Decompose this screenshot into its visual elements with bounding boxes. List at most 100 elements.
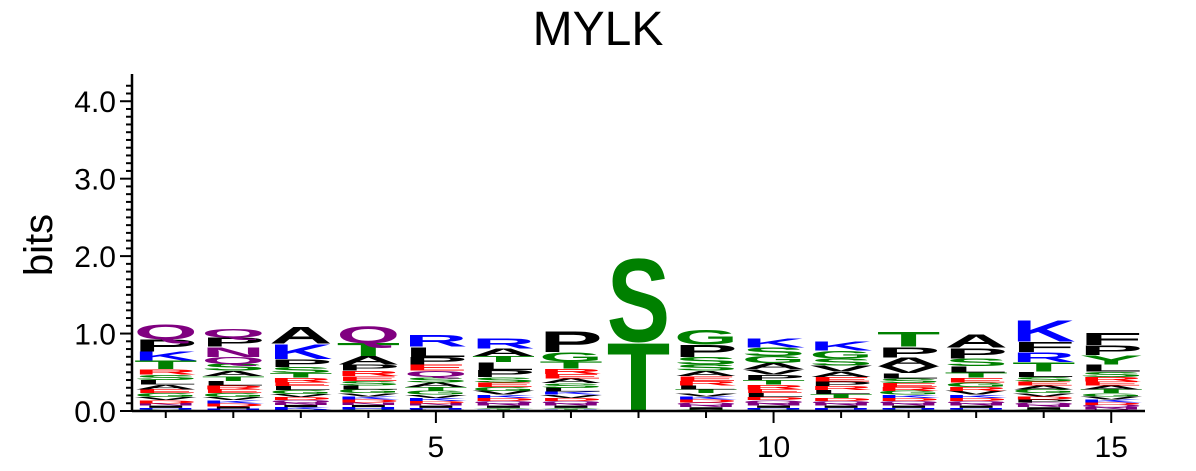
logo-letter-l: L: [472, 360, 535, 372]
logo-letter-g: G: [134, 392, 197, 398]
logo-letter-a: A: [269, 322, 332, 349]
y-tick-label: 3.0: [74, 164, 116, 197]
logo-letter-l: L: [539, 387, 602, 393]
logo-letter-a: A: [539, 377, 602, 384]
logo-letter-v: V: [337, 392, 401, 397]
logo-letter-e: E: [877, 382, 940, 388]
logo-letter-d: D: [1079, 402, 1142, 406]
logo-letter-g: G: [877, 390, 940, 396]
logo-letter-q: Q: [877, 400, 940, 404]
logo-letter-q: Q: [134, 319, 197, 343]
logo-letter-f: F: [1079, 330, 1142, 349]
logo-letter-i: I: [674, 407, 737, 411]
logo-letter-i: I: [337, 404, 400, 408]
logo-letter-d: D: [1012, 396, 1075, 401]
logo-letter-v: V: [472, 390, 536, 396]
logo-letter-s: S: [202, 362, 265, 373]
logo-letter-d: D: [944, 397, 1007, 402]
logo-letter-a: A: [202, 369, 265, 377]
logo-letter-a: A: [809, 370, 872, 378]
logo-letter-k: K: [809, 339, 872, 353]
logo-letter-v: V: [1012, 392, 1076, 397]
logo-letter-p: P: [472, 368, 535, 379]
logo-letter-e: E: [944, 377, 1007, 384]
logo-letter-k: K: [674, 396, 738, 401]
logo-letter-p: P: [877, 344, 940, 361]
logo-letter-e: E: [742, 388, 805, 394]
logo-letter-a: A: [877, 355, 940, 368]
logo-letter-l: L: [1079, 363, 1142, 374]
logo-letter-n: N: [202, 344, 265, 360]
logo-letter-n: N: [877, 403, 940, 407]
logo-letter-s: S: [877, 377, 940, 384]
logo-letter-f: F: [1012, 338, 1075, 355]
logo-letter-s: S: [404, 376, 467, 384]
logo-letter-k: K: [1079, 399, 1143, 404]
logo-letter-h: H: [944, 408, 1007, 410]
x-tick-label: 15: [1095, 431, 1128, 464]
logo-letter-s: S: [674, 363, 737, 373]
logo-letter-g: G: [269, 389, 332, 395]
logo-letter-p: P: [1012, 399, 1075, 404]
logo-letter-s: S: [742, 345, 805, 358]
logo-letter-s: S: [809, 357, 872, 368]
logo-letter-t: T: [202, 375, 266, 382]
logo-letter-t: T: [404, 386, 468, 392]
logo-letter-n: N: [1012, 404, 1075, 408]
logo-letter-i: I: [1012, 407, 1075, 411]
logo-letter-i: I: [269, 404, 332, 408]
logo-letter-q: Q: [1079, 404, 1142, 408]
logo-letter-a: A: [944, 331, 1007, 351]
logo-letter-d: D: [539, 397, 602, 402]
logo-letter-n: N: [809, 403, 872, 407]
logo-letter-v: V: [404, 394, 468, 399]
logo-letter-h: H: [134, 408, 197, 410]
logo-letter-e: E: [1079, 381, 1142, 387]
logo-letter-i: I: [877, 405, 940, 409]
logo-letter-r: R: [1012, 350, 1075, 366]
logo-letter-v: V: [674, 392, 738, 397]
logo-letter-g: G: [1012, 388, 1075, 394]
logo-letter-r: R: [809, 385, 872, 391]
logo-letter-r: R: [337, 369, 400, 377]
logo-letter-r: R: [877, 386, 940, 392]
logo-letter-q: Q: [1012, 402, 1075, 406]
logo-letter-a: A: [472, 346, 535, 358]
logo-letter-r: R: [202, 385, 265, 391]
logo-letter-k: K: [269, 407, 333, 411]
logo-letter-a: A: [742, 361, 805, 371]
logo-letter-s: S: [472, 376, 535, 384]
logo-letter-e: E: [674, 375, 737, 382]
logo-letter-s: S: [944, 356, 1007, 368]
logo-letter-n: N: [404, 403, 467, 407]
logo-letter-d: D: [337, 399, 400, 404]
logo-letter-p: P: [742, 373, 805, 381]
logo-letter-t: T: [877, 327, 941, 351]
logo-letter-e: E: [337, 375, 400, 382]
logo-letter-l: L: [877, 372, 940, 381]
logo-letter-t: T: [1079, 388, 1143, 394]
logo-letter-g: G: [742, 354, 805, 365]
x-tick-label: 5: [428, 431, 445, 464]
logo-letter-k: K: [337, 396, 401, 401]
logo-letter-s: S: [1012, 376, 1075, 383]
logo-letter-h: H: [337, 407, 400, 411]
logo-letter-g: G: [1079, 392, 1142, 397]
logo-letter-s: S: [539, 382, 602, 389]
logo-letter-t: T: [269, 372, 333, 379]
logo-letter-v: V: [877, 364, 940, 375]
logo-letter-r: R: [674, 380, 737, 387]
logo-letter-t: T: [539, 360, 602, 371]
x-tick-label: 10: [757, 431, 790, 464]
chart-title: MYLK: [532, 3, 664, 56]
y-tick-label: 1.0: [74, 319, 116, 352]
logo-letter-q: Q: [202, 355, 265, 366]
logo-letter-t: T: [337, 339, 400, 360]
logo-letter-r: R: [472, 335, 535, 352]
logo-letter-g: G: [337, 388, 400, 394]
logo-letter-t: T: [674, 388, 738, 394]
y-axis-label: bits: [17, 214, 61, 276]
logo-letter-r: R: [539, 367, 602, 375]
logo-letter-q: Q: [742, 399, 805, 404]
axes: 0.0 1.0 2.0 3.0 4.0 5 10 15: [74, 74, 1145, 464]
